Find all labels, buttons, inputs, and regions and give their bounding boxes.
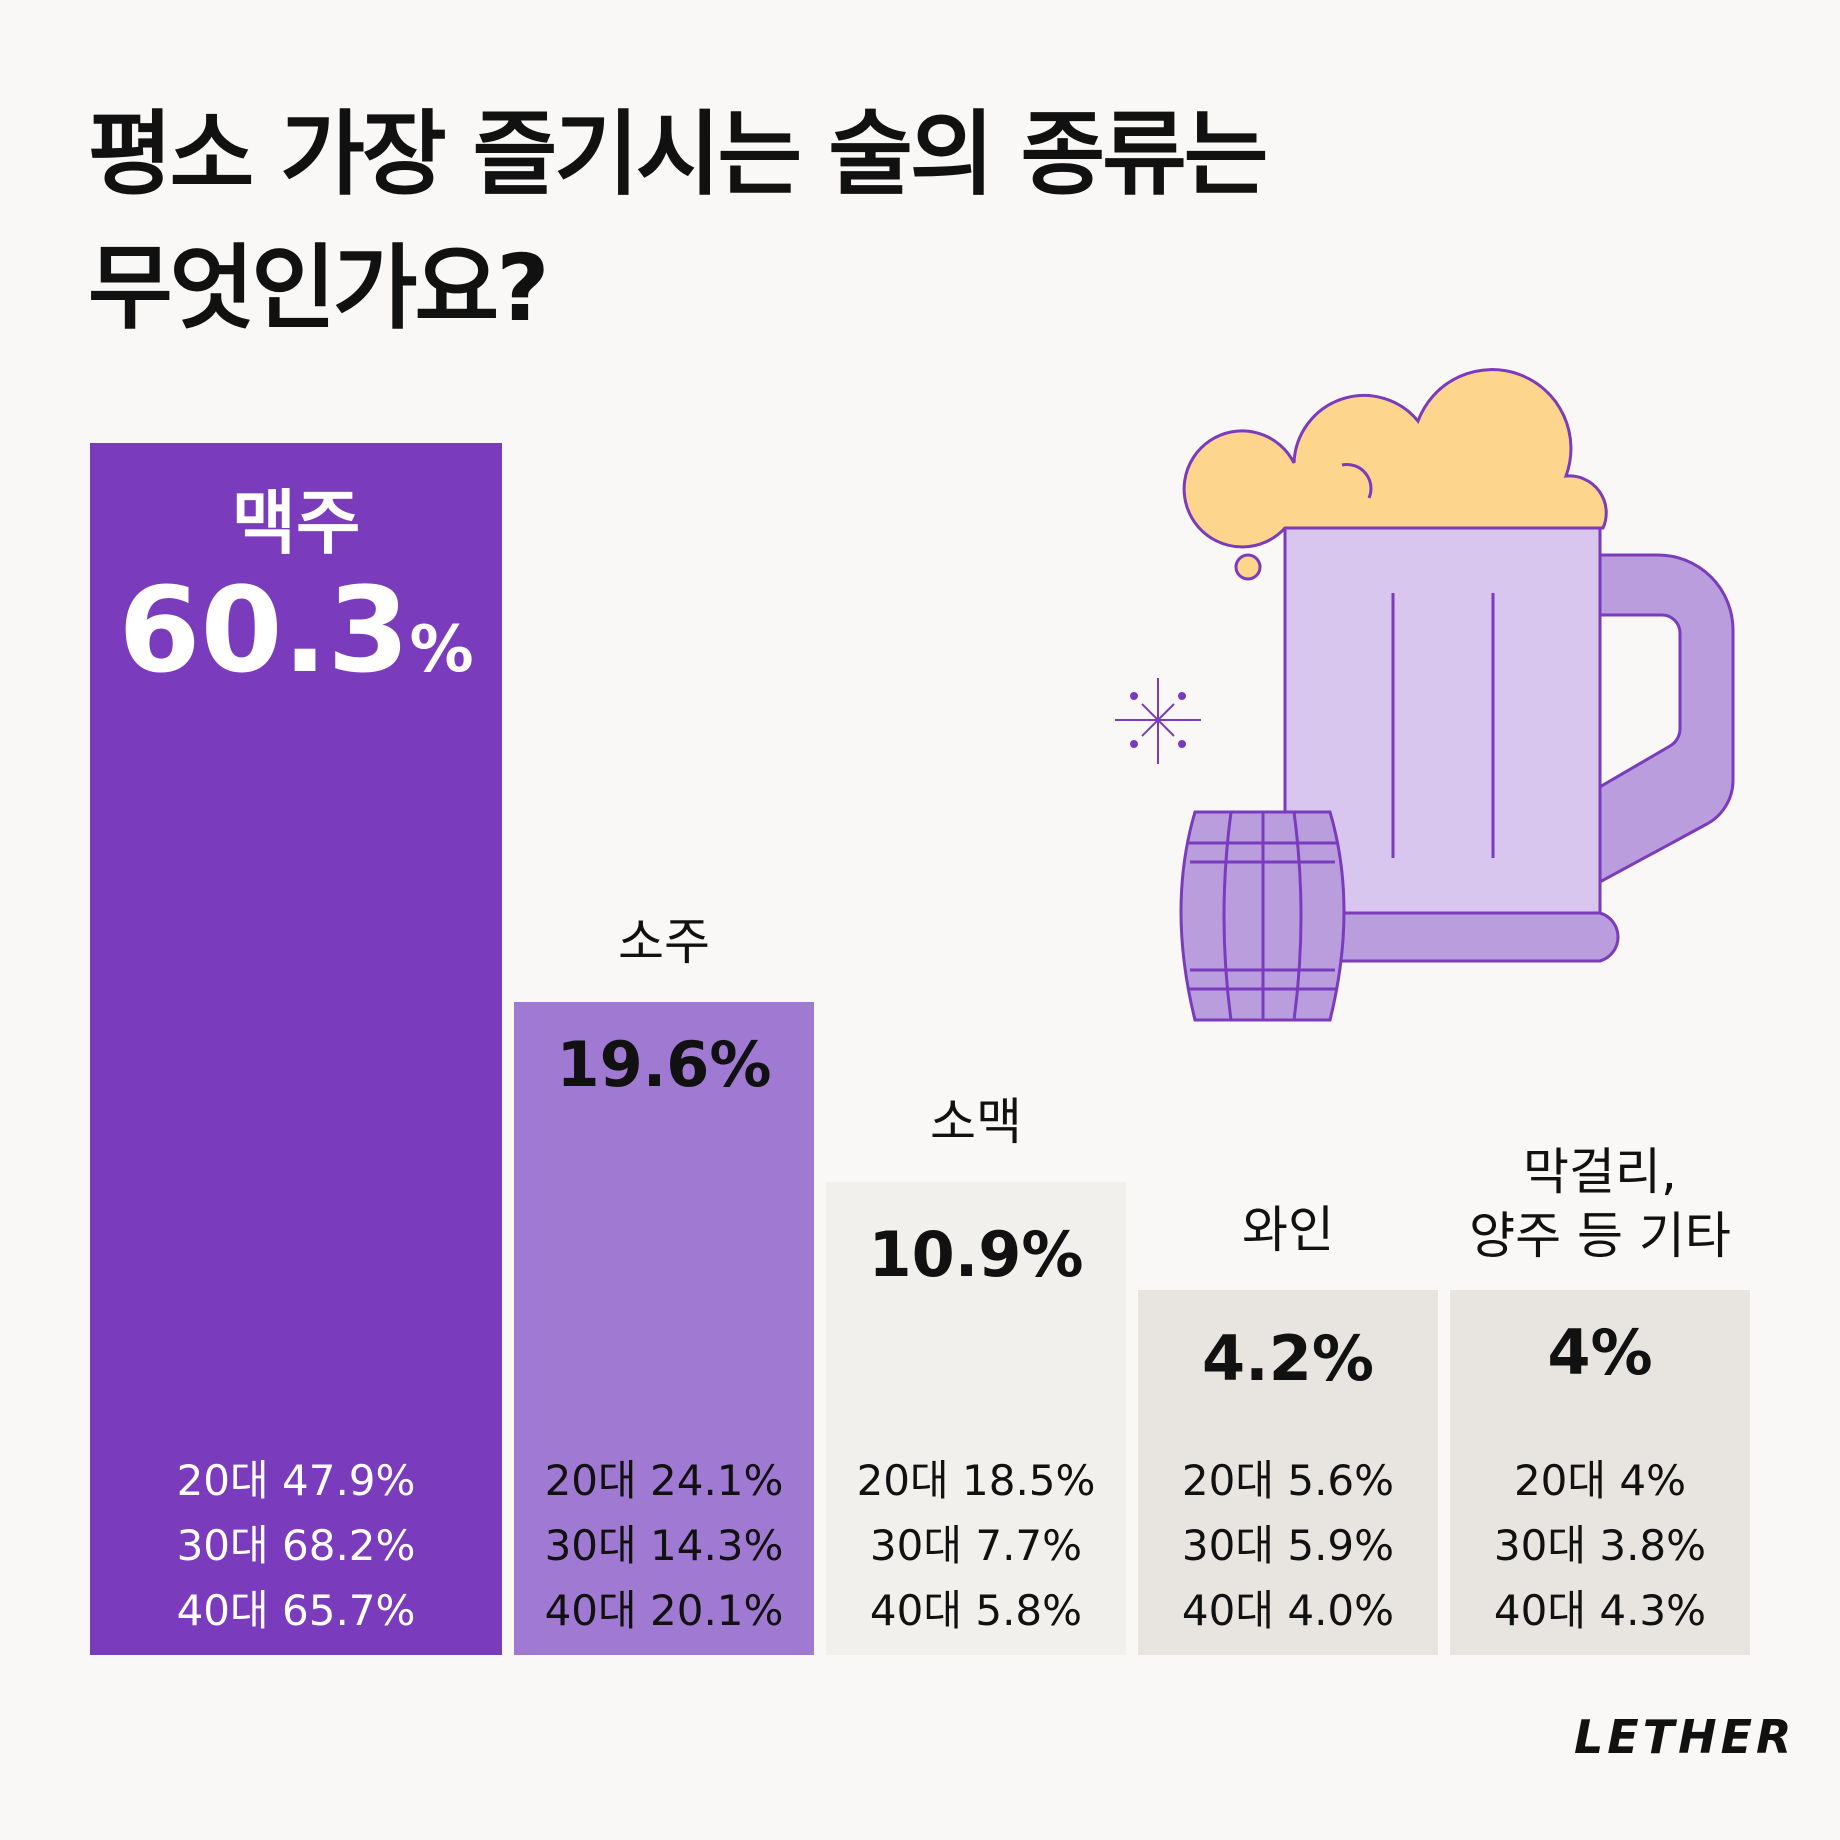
age-30s: 30대 14.3% xyxy=(544,1520,784,1570)
page-title: 평소 가장 즐기시는 술의 종류는 무엇인가요? xyxy=(88,88,1268,356)
age-breakdown-wine: 20대 5.6% 30대 5.9% 40대 4.0% xyxy=(1138,1448,1438,1643)
beer-mug-icon xyxy=(1182,368,1735,963)
brand-logo: LETHER xyxy=(1574,1710,1796,1764)
bar-value-soju: 19.6% xyxy=(556,1027,772,1101)
bar-beer: 맥주 60.3% 20대 47.9% 30대 68.2% 40대 65.7% xyxy=(90,443,502,1655)
bar-value-beer: 60.3% xyxy=(118,561,474,699)
age-breakdown-soju: 20대 24.1% 30대 14.3% 40대 20.1% xyxy=(514,1448,814,1643)
barrel-icon xyxy=(1179,810,1346,1022)
bar-other: 막걸리, 양주 등 기타 4% 20대 4% 30대 3.8% 40대 4.3% xyxy=(1450,1143,1750,1655)
age-30s: 30대 7.7% xyxy=(869,1520,1083,1570)
bar-label-soju: 소주 xyxy=(618,912,710,971)
bar-label-beer: 맥주 xyxy=(231,482,361,564)
bar-soju: 소주 19.6% 20대 24.1% 30대 14.3% 40대 20.1% xyxy=(514,913,814,1655)
bar-somaek: 소맥 10.9% 20대 18.5% 30대 7.7% 40대 5.8% xyxy=(826,1093,1126,1655)
age-40s: 40대 5.8% xyxy=(869,1585,1083,1635)
bar-label-other-line-2: 양주 등 기타 xyxy=(1469,1207,1731,1265)
bar-label-wine: 와인 xyxy=(1242,1201,1334,1259)
age-40s: 40대 4.3% xyxy=(1493,1586,1707,1635)
title-line-1: 평소 가장 즐기시는 술의 종류는 xyxy=(88,101,1268,208)
bar-wine: 와인 4.2% 20대 5.6% 30대 5.9% 40대 4.0% xyxy=(1138,1201,1438,1655)
age-20s: 20대 4% xyxy=(1513,1456,1687,1505)
age-30s: 30대 68.2% xyxy=(176,1521,416,1570)
age-30s: 30대 5.9% xyxy=(1181,1521,1395,1570)
bar-label-somaek: 소맥 xyxy=(930,1092,1022,1151)
age-breakdown-beer: 20대 47.9% 30대 68.2% 40대 65.7% xyxy=(90,1448,502,1643)
bar-value-wine: 4.2% xyxy=(1202,1322,1374,1395)
age-40s: 40대 4.0% xyxy=(1181,1586,1395,1635)
title-line-2: 무엇인가요? xyxy=(88,235,550,342)
age-20s: 20대 18.5% xyxy=(856,1455,1096,1505)
bar-value-somaek: 10.9% xyxy=(868,1217,1084,1291)
sparkle-icon xyxy=(1115,678,1201,764)
age-breakdown-other: 20대 4% 30대 3.8% 40대 4.3% xyxy=(1450,1448,1750,1643)
age-20s: 20대 47.9% xyxy=(176,1456,416,1505)
bar-label-other-line-1: 막걸리, xyxy=(1523,1143,1677,1201)
age-30s: 30대 3.8% xyxy=(1493,1521,1707,1570)
age-20s: 20대 5.6% xyxy=(1181,1456,1395,1505)
age-40s: 40대 20.1% xyxy=(544,1585,784,1635)
age-40s: 40대 65.7% xyxy=(176,1586,416,1635)
age-20s: 20대 24.1% xyxy=(544,1455,784,1505)
age-breakdown-somaek: 20대 18.5% 30대 7.7% 40대 5.8% xyxy=(826,1448,1126,1643)
bar-label-other: 막걸리, 양주 등 기타 xyxy=(1430,1140,1770,1268)
bar-value-other: 4% xyxy=(1547,1316,1653,1389)
